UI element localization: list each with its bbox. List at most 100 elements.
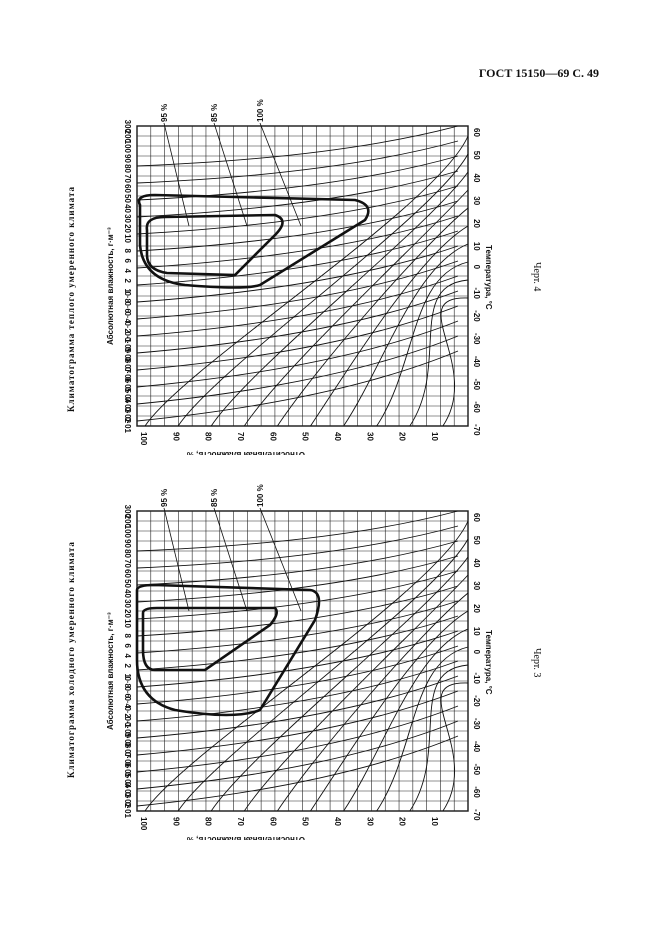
rel-tick-label: 70 bbox=[236, 817, 245, 826]
temp-tick-label: 60 bbox=[472, 513, 481, 522]
rh-percent-label: 85 % bbox=[210, 489, 219, 507]
figure-caption-cold: Черт. 3 bbox=[531, 648, 542, 678]
chart-title-cold: Климатограмма холодного умеренного клима… bbox=[66, 541, 76, 778]
abs-tick-label: 4 bbox=[123, 654, 132, 659]
rh-curve bbox=[409, 279, 469, 427]
temp-tick-label: -20 bbox=[472, 310, 481, 322]
rh-curve bbox=[277, 207, 469, 427]
temp-tick-label: 30 bbox=[472, 196, 481, 205]
abs-tick-label: 60 bbox=[123, 184, 132, 193]
abs-tick-label: 80 bbox=[123, 549, 132, 558]
temp-tick-label: -20 bbox=[472, 695, 481, 707]
rh-curve bbox=[440, 682, 469, 812]
abs-tick-label: 0·2 bbox=[123, 321, 132, 333]
abs-tick-label: 40 bbox=[123, 204, 132, 213]
abs-tick-label: 8 bbox=[123, 634, 132, 639]
abs-tick-label: 30 bbox=[123, 214, 132, 223]
temp-tick-label: -30 bbox=[472, 718, 481, 730]
rel-axis-label: Относительная влажность, % bbox=[187, 450, 305, 455]
isotherm-curve bbox=[136, 290, 459, 354]
temp-tick-label: 50 bbox=[472, 151, 481, 160]
rel-tick-label: 10 bbox=[430, 432, 439, 441]
isotherm-curve bbox=[136, 615, 459, 671]
rel-tick-label: 20 bbox=[398, 817, 407, 826]
abs-tick-label: 1 bbox=[123, 674, 132, 679]
abs-tick-label: 1 bbox=[123, 289, 132, 294]
abs-tick-label: 200 bbox=[123, 515, 132, 529]
abs-tick-label: 20 bbox=[123, 224, 132, 233]
rel-tick-label: 90 bbox=[171, 432, 180, 441]
rel-tick-label: 30 bbox=[365, 432, 374, 441]
climatogram-warm-svg: 0·010·020·030·040·050·060·070·080·090·10… bbox=[106, 99, 493, 455]
rh-curve bbox=[409, 664, 469, 812]
climate-region-outer bbox=[135, 583, 321, 717]
isotherm-curve bbox=[136, 275, 459, 337]
isotherm-curve bbox=[136, 510, 459, 552]
abs-tick-label: 0·05 bbox=[123, 377, 132, 394]
rel-axis-label: Относительная влажность, % bbox=[187, 835, 305, 840]
rh-pointer-line bbox=[163, 122, 190, 227]
abs-tick-label: 0·04 bbox=[123, 772, 132, 789]
abs-tick-label: 200 bbox=[123, 130, 132, 144]
isotherm-curve bbox=[136, 155, 459, 201]
isotherm-curve bbox=[136, 525, 459, 569]
abs-tick-label: 0·04 bbox=[123, 387, 132, 404]
temp-tick-label: 0 bbox=[472, 650, 481, 655]
abs-tick-label: 6 bbox=[123, 259, 132, 264]
isotherm-curve bbox=[136, 350, 459, 422]
isotherm-curve bbox=[136, 600, 459, 654]
rel-tick-label: 50 bbox=[301, 432, 310, 441]
abs-tick-label: 300 bbox=[123, 505, 132, 519]
climatogram-cold-svg: 0·010·020·030·040·050·060·070·080·090·10… bbox=[106, 484, 493, 840]
rh-curve bbox=[144, 135, 469, 427]
abs-tick-label: 0·06 bbox=[123, 752, 132, 769]
abs-tick-label: 0·6 bbox=[123, 301, 132, 313]
abs-axis-label: Абсолютная влажность, г·м⁻³ bbox=[106, 227, 115, 345]
temp-axis-label: Температура, °C bbox=[484, 245, 493, 310]
abs-tick-label: 0·8 bbox=[123, 676, 132, 688]
isotherm-curve bbox=[136, 705, 459, 773]
isotherm-curve bbox=[136, 540, 459, 586]
abs-tick-label: 0·03 bbox=[123, 397, 132, 414]
abs-tick-label: 0·08 bbox=[123, 347, 132, 364]
abs-tick-label: 8 bbox=[123, 249, 132, 254]
abs-axis-label: Абсолютная влажность, г·м⁻³ bbox=[106, 612, 115, 730]
abs-tick-label: 30 bbox=[123, 599, 132, 608]
abs-tick-label: 90 bbox=[123, 154, 132, 163]
abs-tick-label: 100 bbox=[123, 525, 132, 539]
temp-tick-label: -40 bbox=[472, 741, 481, 753]
temp-tick-label: -70 bbox=[472, 424, 481, 436]
rel-tick-label: 100 bbox=[139, 432, 148, 446]
rh-curve bbox=[210, 171, 469, 427]
abs-tick-label: 0·4 bbox=[123, 696, 132, 708]
rh-curve bbox=[277, 592, 469, 812]
isotherm-curve bbox=[136, 305, 459, 371]
isotherm-curve bbox=[136, 570, 459, 620]
temp-tick-label: -10 bbox=[472, 672, 481, 684]
page-header: ГОСТ 15150—69 С. 49 bbox=[478, 66, 599, 80]
abs-tick-label: 0·07 bbox=[123, 742, 132, 759]
rh-curve bbox=[144, 520, 469, 812]
temp-tick-label: 10 bbox=[472, 242, 481, 251]
temp-tick-label: -40 bbox=[472, 356, 481, 368]
abs-tick-label: 20 bbox=[123, 609, 132, 618]
abs-tick-label: 0·02 bbox=[123, 792, 132, 809]
isotherm-curve bbox=[136, 690, 459, 756]
abs-tick-label: 0·07 bbox=[123, 357, 132, 374]
rh-curve bbox=[177, 538, 469, 812]
abs-tick-label: 0·05 bbox=[123, 762, 132, 779]
climate-region-inner bbox=[141, 606, 278, 672]
abs-tick-label: 0·02 bbox=[123, 407, 132, 424]
rh-curve bbox=[376, 261, 469, 427]
isotherm-curve bbox=[136, 735, 459, 807]
temp-tick-label: -60 bbox=[472, 786, 481, 798]
rel-tick-label: 30 bbox=[365, 817, 374, 826]
abs-tick-label: 0·6 bbox=[123, 686, 132, 698]
rel-tick-label: 10 bbox=[430, 817, 439, 826]
rh-curve bbox=[343, 628, 469, 812]
temp-tick-label: 40 bbox=[472, 174, 481, 183]
climatogram-cold: 0·01 0·02 0·03 0·04 0·05 0·06 0·07 0·08 0·09 0·1 0… bbox=[95, 480, 515, 840]
abs-tick-label: 0·09 bbox=[123, 337, 132, 354]
abs-tick-label: 6 bbox=[123, 644, 132, 649]
rel-tick-label: 80 bbox=[204, 817, 213, 826]
